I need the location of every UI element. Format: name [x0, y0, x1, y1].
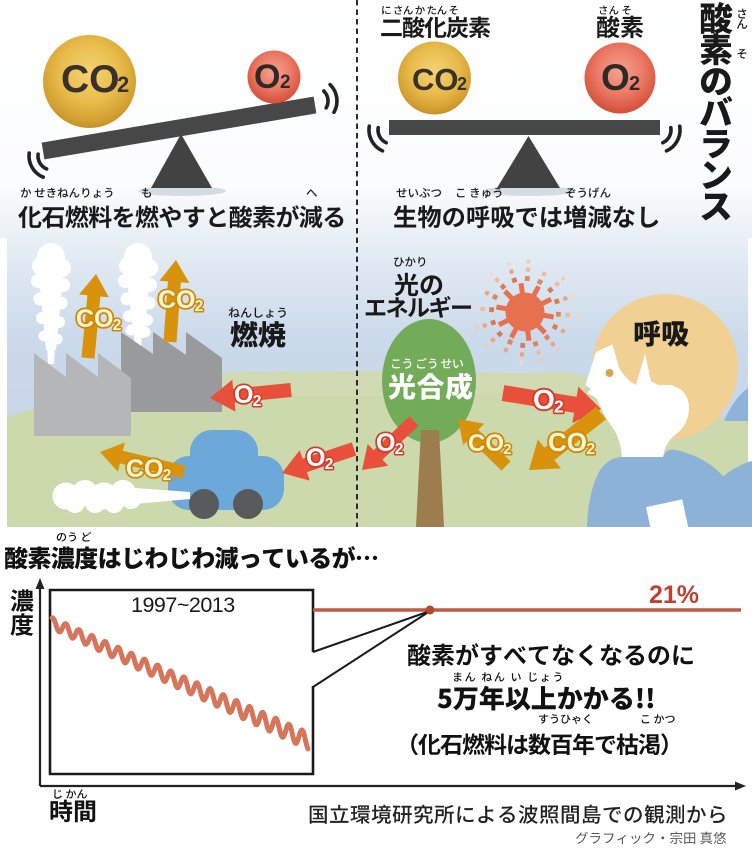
svg-text:O: O [306, 444, 325, 472]
svg-text:2: 2 [253, 393, 262, 410]
svg-text:2: 2 [586, 440, 595, 458]
svg-text:2: 2 [395, 441, 404, 458]
svg-text:CO: CO [158, 286, 196, 314]
svg-text:2: 2 [117, 72, 129, 97]
svg-text:1997~2013: 1997~2013 [131, 593, 235, 617]
svg-text:O: O [533, 384, 555, 415]
svg-text:2: 2 [629, 73, 640, 95]
svg-text:2: 2 [503, 442, 511, 458]
svg-text:2: 2 [113, 317, 122, 334]
svg-text:2: 2 [325, 456, 334, 473]
svg-text:CO: CO [412, 62, 459, 97]
svg-text:CO: CO [468, 430, 504, 457]
svg-text:2: 2 [163, 467, 172, 484]
svg-text:O: O [234, 381, 253, 409]
svg-text:21%: 21% [649, 581, 699, 609]
svg-text:2: 2 [554, 396, 564, 416]
svg-text:2: 2 [195, 298, 204, 315]
svg-text:O: O [376, 429, 395, 457]
svg-text:O: O [601, 57, 630, 98]
svg-text:CO: CO [126, 455, 164, 483]
svg-text:CO: CO [61, 58, 120, 101]
svg-text:CO: CO [548, 427, 587, 457]
svg-text:CO: CO [76, 305, 114, 333]
svg-text:2: 2 [457, 74, 467, 94]
svg-text:O: O [254, 58, 280, 96]
svg-text:2: 2 [280, 72, 291, 93]
